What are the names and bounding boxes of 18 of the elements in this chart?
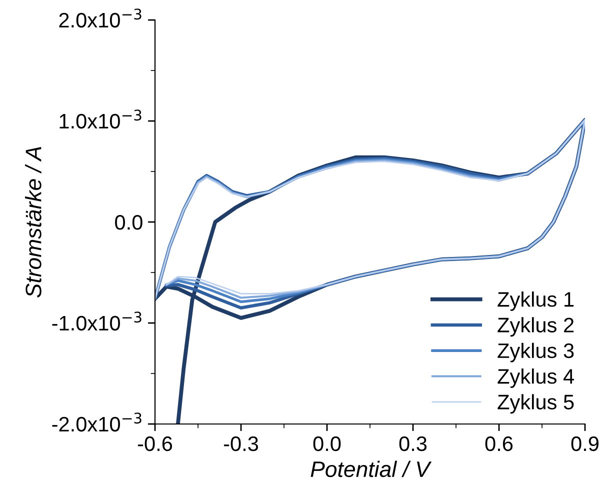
y-tick-label: 1.0x10$^{−3}$ xyxy=(60,110,142,129)
x-tick-label: 0.3 xyxy=(399,436,427,452)
x-axis-title: Potential / V xyxy=(310,460,432,478)
y-tick-label: 2.0x10$^{−3}$ xyxy=(59,8,142,28)
y-tick-label: -1.0x10$^{−3}$ xyxy=(52,312,142,331)
x-tick-label: 0.0 xyxy=(313,436,341,452)
x-tick-label: 0.9 xyxy=(571,436,598,452)
x-tick-label: -0.6 xyxy=(138,436,172,452)
x-tick-label: -0.3 xyxy=(224,436,258,452)
legend-label: Zyklus 1 xyxy=(498,291,574,311)
legend-label: Zyklus 2 xyxy=(498,317,574,337)
legend-label: Zyklus 4 xyxy=(498,368,574,388)
y-axis-title: Stromstärke / A xyxy=(25,147,42,298)
y-tick-label: 0.0 xyxy=(115,215,142,230)
y-tick-label: -2.0x10$^{−3}$ xyxy=(52,412,142,432)
x-tick-label: 0.6 xyxy=(485,436,513,452)
legend-label: Zyklus 3 xyxy=(498,342,574,362)
legend-label: Zyklus 5 xyxy=(498,394,574,414)
